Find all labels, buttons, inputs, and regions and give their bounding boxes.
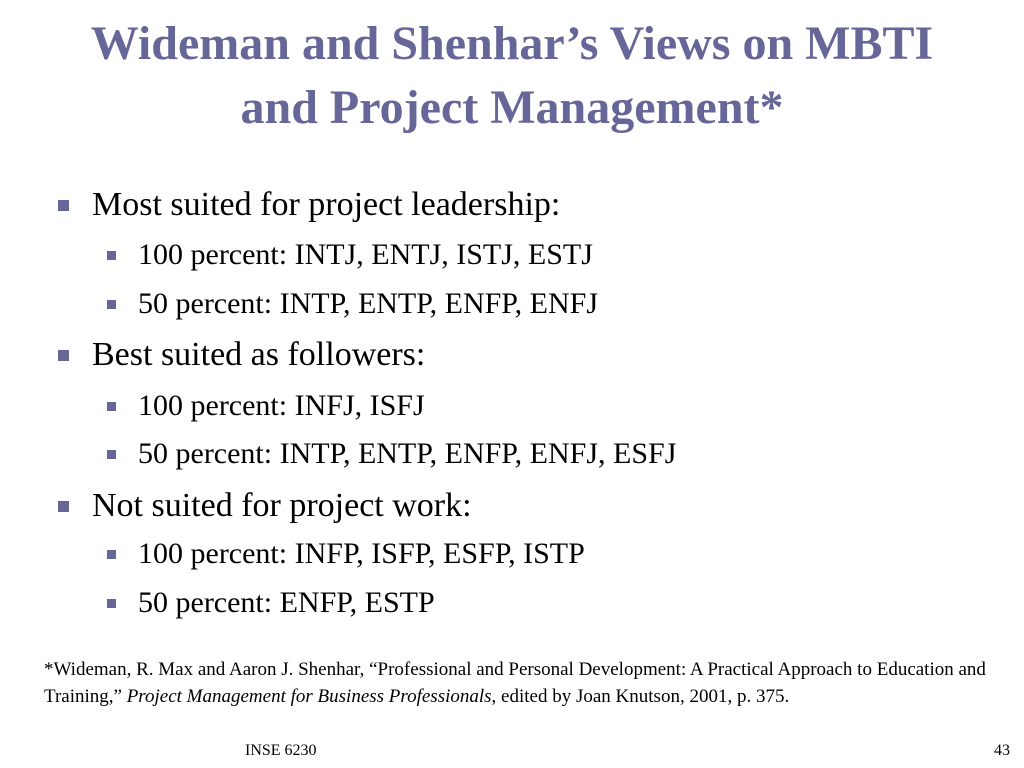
- sub-bullet-leadership-50: 50 percent: INTP, ENTP, ENFP, ENFJ: [107, 286, 599, 322]
- sub-bullet-not-suited-100: 100 percent: INFP, ISFP, ESFP, ISTP: [107, 536, 585, 572]
- bullet-text: 50 percent: ENFP, ESTP: [138, 586, 435, 619]
- footnote-text-end: , edited by Joan Knutson, 2001, p. 375.: [491, 686, 790, 707]
- square-bullet-icon: [107, 450, 116, 459]
- bullet-text: 100 percent: INFJ, ISFJ: [138, 389, 425, 422]
- bullet-text: Most suited for project leadership:: [92, 186, 561, 223]
- square-bullet-icon: [58, 501, 69, 512]
- footnote-book-title: Project Management for Business Professi…: [126, 686, 492, 707]
- square-bullet-icon: [107, 550, 116, 559]
- bullet-list: Most suited for project leadership: 100 …: [58, 185, 677, 621]
- square-bullet-icon: [107, 402, 116, 411]
- bullet-text: 50 percent: INTP, ENTP, ENFP, ENFJ, ESFJ: [138, 437, 677, 470]
- sub-bullet-leadership-100: 100 percent: INTJ, ENTJ, ISTJ, ESTJ: [107, 237, 593, 273]
- bullet-followers: Best suited as followers:: [58, 335, 426, 375]
- footnote: *Wideman, R. Max and Aaron J. Shenhar, “…: [44, 656, 994, 710]
- slide-title-line-1: Wideman and Shenhar’s Views on MBTI: [90, 17, 934, 70]
- square-bullet-icon: [107, 251, 116, 260]
- sub-bullet-followers-100: 100 percent: INFJ, ISFJ: [107, 388, 425, 424]
- square-bullet-icon: [107, 599, 116, 608]
- square-bullet-icon: [58, 200, 69, 211]
- footnote-text-start: *Wideman, R. Max and Aaron J. Shenhar, “…: [44, 659, 986, 707]
- sub-bullet-followers-50: 50 percent: INTP, ENTP, ENFP, ENFJ, ESFJ: [107, 436, 677, 472]
- bullet-text: 100 percent: INFP, ISFP, ESFP, ISTP: [138, 537, 585, 570]
- square-bullet-icon: [107, 300, 116, 309]
- sub-bullet-not-suited-50: 50 percent: ENFP, ESTP: [107, 585, 435, 621]
- bullet-text: 100 percent: INTJ, ENTJ, ISTJ, ESTJ: [138, 238, 593, 271]
- bullet-text: Best suited as followers:: [92, 336, 426, 373]
- slide-title: Wideman and Shenhar’s Views on MBTI and …: [0, 12, 1024, 140]
- bullet-text: Not suited for project work:: [92, 487, 472, 524]
- slide-number: 43: [994, 742, 1010, 759]
- footer-course-code: INSE 6230: [245, 742, 317, 759]
- slide-title-line-2: and Project Management*: [240, 81, 784, 134]
- bullet-text: 50 percent: INTP, ENTP, ENFP, ENFJ: [138, 287, 599, 320]
- bullet-leadership: Most suited for project leadership:: [58, 185, 561, 225]
- square-bullet-icon: [58, 350, 69, 361]
- bullet-not-suited: Not suited for project work:: [58, 486, 472, 526]
